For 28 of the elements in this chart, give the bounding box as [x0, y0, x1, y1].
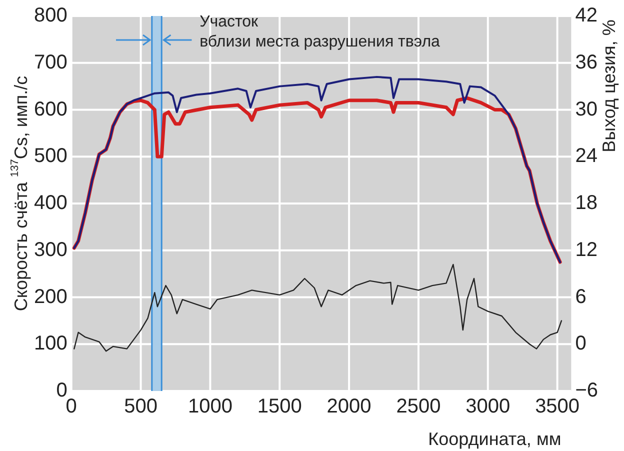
- x-tick-label: 3000: [466, 396, 510, 418]
- y-tick-label: 0: [56, 380, 68, 402]
- y-tick-label: 300: [34, 238, 68, 261]
- y2-tick-label: 36: [575, 51, 598, 74]
- y-tick-label: 400: [34, 192, 68, 214]
- y-tick-label: 800: [34, 4, 68, 27]
- y-tick-label: 100: [34, 332, 68, 355]
- y-tick-label: 200: [34, 286, 68, 308]
- x-tick-label: 3500: [535, 396, 580, 418]
- x-tick-label: 2000: [326, 396, 372, 418]
- y2-tick-label: 24: [575, 145, 598, 168]
- y2-tick-label: 18: [575, 192, 598, 214]
- y-tick-label: 600: [34, 98, 68, 120]
- y2-axis-title: Выход цезия, %: [598, 20, 619, 152]
- y-tick-label: 700: [34, 51, 68, 74]
- x-tick-label: 1500: [257, 396, 302, 418]
- y-tick-label: 500: [34, 145, 68, 168]
- x-axis-title: Координата, мм: [428, 428, 562, 449]
- x-tick-label: 500: [124, 396, 158, 418]
- y-axis-title: Скорость счёта 137Cs, имп./с: [8, 76, 31, 312]
- y2-tick-label: 42: [575, 4, 598, 27]
- y2-tick-label: 0: [575, 332, 586, 355]
- y2-tick-label: 6: [575, 286, 586, 308]
- y2-tick-label: 30: [575, 98, 598, 120]
- band-label: Участок вблизи места разрушения твэла: [200, 13, 440, 50]
- x-tick-label: 1000: [188, 396, 232, 418]
- y2-tick-label: 12: [575, 238, 598, 261]
- x-tick-label: 2500: [396, 396, 441, 418]
